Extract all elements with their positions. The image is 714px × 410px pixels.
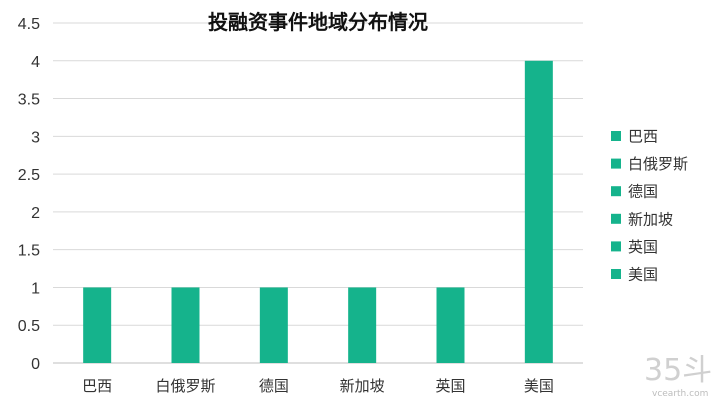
y-axis-tick-labels: 0 0.5 1 1.5 2 2.5 3 3.5 4 4.5 [18, 16, 40, 373]
bars [83, 60, 553, 364]
legend-entry: 新加坡 [628, 210, 673, 228]
y-tick-label: 2.5 [18, 167, 40, 184]
x-category-label: 英国 [435, 377, 465, 395]
legend-swatch [611, 269, 621, 279]
legend-swatch [611, 186, 621, 197]
legend-swatch [611, 131, 621, 141]
legend-swatch [611, 213, 621, 224]
legend-entry: 德国 [628, 183, 658, 201]
x-category-label: 白俄罗斯 [155, 377, 215, 395]
legend-swatch [611, 158, 621, 169]
y-tick-label: 4 [31, 54, 40, 71]
chart-title: 投融资事件地域分布情况 [208, 10, 428, 34]
y-tick-label: 0.5 [18, 318, 40, 335]
y-tick-label: 1 [31, 280, 40, 297]
legend-entry: 美国 [628, 266, 658, 284]
x-category-label: 新加坡 [340, 377, 385, 395]
legend-entry: 白俄罗斯 [628, 155, 688, 173]
bar-3 [348, 287, 377, 363]
x-category-label: 巴西 [82, 377, 112, 395]
y-tick-label: 0 [31, 356, 40, 373]
y-tick-label: 1.5 [18, 243, 40, 260]
x-category-label: 德国 [259, 377, 289, 395]
y-tick-label: 3.5 [18, 92, 40, 109]
legend-swatch [611, 241, 621, 252]
bar-4 [436, 287, 465, 363]
y-tick-label: 2 [31, 205, 40, 222]
x-axis-category-labels: 巴西 白俄罗斯 德国 新加坡 英国 美国 [82, 377, 554, 395]
watermark-logo-text: 35斗 [644, 353, 712, 388]
bar-5 [524, 60, 553, 364]
x-category-label: 美国 [524, 377, 554, 395]
bar-2 [259, 287, 288, 363]
legend-entry: 英国 [628, 238, 658, 256]
legend-entry: 巴西 [628, 128, 658, 146]
y-tick-label: 3 [31, 129, 40, 146]
bar-1 [171, 287, 200, 363]
bar-0 [83, 287, 112, 363]
y-tick-label: 4.5 [18, 16, 40, 33]
watermark-site-text: vcearth.com [652, 389, 708, 399]
watermark-logo: 35斗 vcearth.com [644, 353, 712, 399]
gridlines [53, 22, 583, 326]
